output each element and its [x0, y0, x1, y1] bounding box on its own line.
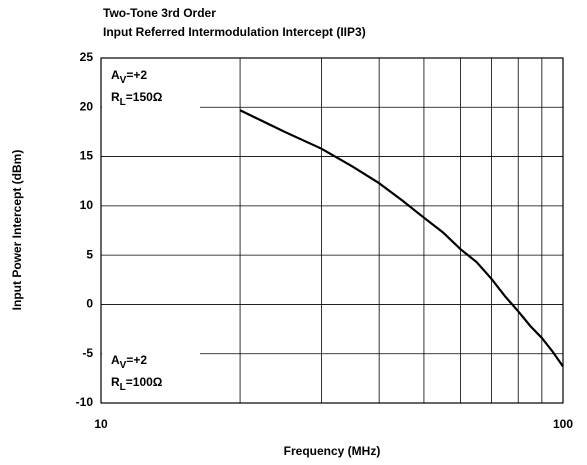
plot-frame [100, 57, 564, 404]
annotation-part: =+2 [126, 353, 147, 367]
annotation-part: R [111, 375, 120, 389]
y-tick-label: 20 [80, 99, 94, 113]
x-tick-label: 10 [94, 417, 108, 431]
y-tick-label: -10 [76, 395, 94, 409]
annotation: AV=+2 [111, 353, 147, 370]
annotation-sub: L [120, 382, 126, 393]
annotation: RL=100Ω [111, 375, 163, 392]
y-tick-label: 5 [86, 247, 93, 261]
y-tick-label: -5 [82, 346, 93, 360]
annotation-sub: L [120, 97, 126, 108]
annotation-part: A [111, 68, 120, 82]
chart-title: Two-Tone 3rd Order [103, 6, 216, 20]
annotation-part: =100Ω [126, 375, 163, 389]
x-axis-label: Frequency (MHz) [284, 444, 381, 458]
y-tick-label: 15 [80, 149, 94, 163]
annotation-box [102, 347, 200, 399]
annotation-part: R [111, 90, 120, 104]
y-tick-label: 0 [86, 297, 93, 311]
x-tick-label: 100 [553, 417, 573, 431]
y-tick-label: 10 [80, 198, 94, 212]
annotation: AV=+2 [111, 68, 147, 85]
annotation-part: =+2 [126, 68, 147, 82]
annotation: RL=150Ω [111, 90, 163, 107]
annotation-sub: V [120, 360, 127, 371]
annotation-sub: V [120, 75, 127, 86]
y-tick-label: 25 [80, 50, 94, 64]
chart-title: Input Referred Intermodulation Intercept… [103, 25, 366, 39]
y-axis-label: Input Power Intercept (dBm) [10, 150, 24, 311]
annotation-part: A [111, 353, 120, 367]
annotation-box [102, 62, 200, 114]
data-line [239, 109, 564, 368]
annotation-part: =150Ω [126, 90, 163, 104]
